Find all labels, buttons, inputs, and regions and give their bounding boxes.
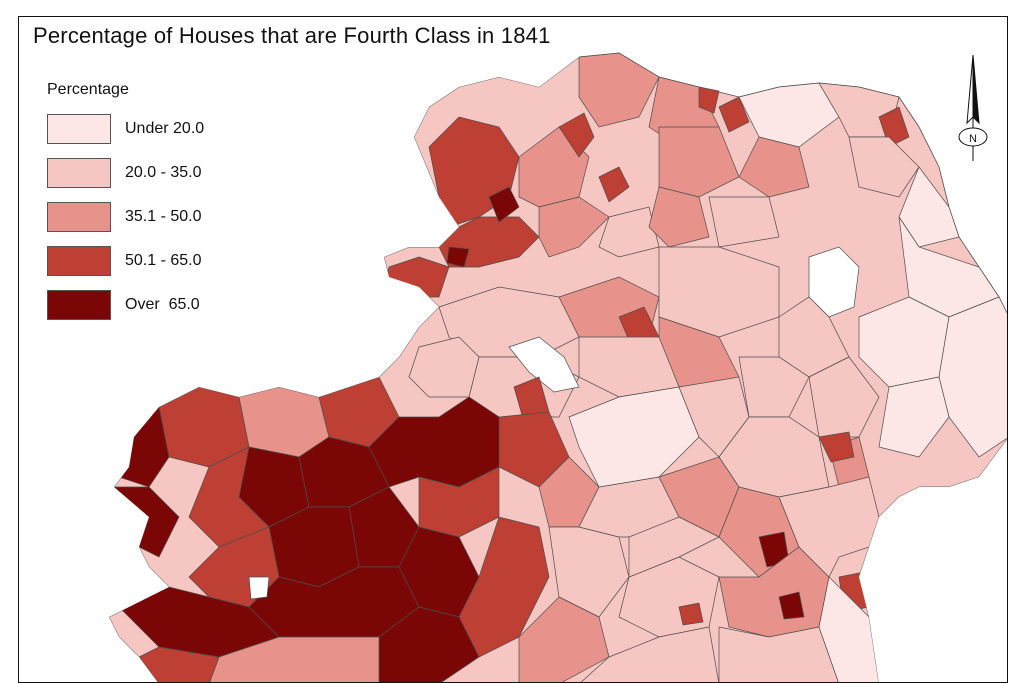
region-nw-8 [598, 166, 630, 203]
region-w-17 [458, 516, 550, 658]
region-nc-4 [738, 136, 810, 198]
region-sc-2 [518, 596, 610, 682]
region-w-20 [138, 646, 220, 682]
legend-swatch [47, 290, 111, 320]
region-w-19 [209, 636, 380, 682]
regions [113, 52, 1007, 682]
region-e-9 [818, 431, 855, 463]
legend-items: Under 20.0 20.0 - 35.0 35.1 - 50.0 50.1 - 6… [47, 107, 204, 327]
north-label: N [969, 133, 977, 145]
map-frame: Percentage of Houses that are Fourth Cla… [18, 16, 1008, 683]
region-sc-13 [778, 591, 805, 620]
region-nc-5 [848, 136, 920, 198]
region-nw-7 [558, 112, 595, 158]
sea-east [859, 439, 1007, 682]
region-nw-3 [488, 186, 520, 223]
legend-item: Under 20.0 [47, 107, 204, 151]
legend-label: 20.0 - 35.0 [125, 164, 202, 181]
legend: Percentage Under 20.0 20.0 - 35.0 35.1 - 5… [47, 81, 204, 327]
region-nw-4 [446, 246, 470, 268]
map-title: Percentage of Houses that are Fourth Cla… [33, 23, 551, 48]
region-nc-7 [648, 186, 710, 248]
region-sc-11 [580, 626, 720, 682]
region-nw-10 [598, 206, 660, 258]
region-nc-6 [658, 126, 740, 198]
legend-label: Over 65.0 [125, 296, 200, 313]
legend-label: Under 20.0 [125, 120, 205, 137]
legend-item: 35.1 - 50.0 [47, 195, 204, 239]
region-sc-19 [628, 516, 720, 578]
legend-item: 50.1 - 65.0 [47, 239, 204, 283]
region-sc-14 [718, 626, 839, 682]
region-e-5 [878, 376, 950, 458]
region-w-21 [248, 576, 270, 600]
region-nw-11 [578, 52, 660, 128]
sea-northwest [19, 17, 579, 682]
north-arrow-icon: N [958, 54, 988, 161]
region-e-7 [808, 356, 880, 438]
region-c-6 [738, 356, 810, 418]
region-nw-9 [538, 196, 610, 258]
legend-swatch [47, 158, 111, 188]
lough-erne [508, 336, 580, 393]
region-sc-15 [778, 476, 880, 578]
region-nw-14 [698, 86, 720, 114]
region-nc-8 [708, 196, 780, 248]
legend-swatch [47, 202, 111, 232]
legend-label: 50.1 - 65.0 [125, 252, 202, 269]
region-sc-18 [678, 602, 704, 626]
choropleth-map [19, 17, 1007, 682]
legend-item: 20.0 - 35.0 [47, 151, 204, 195]
region-nw-13 [718, 96, 750, 133]
legend-swatch [47, 114, 111, 144]
legend-title: Percentage [47, 81, 129, 98]
legend-swatch [47, 246, 111, 276]
region-e-1 [898, 166, 960, 248]
legend-item: Over 65.0 [47, 283, 204, 327]
region-sc-17 [818, 576, 880, 682]
legend-label: 35.1 - 50.0 [125, 208, 202, 225]
